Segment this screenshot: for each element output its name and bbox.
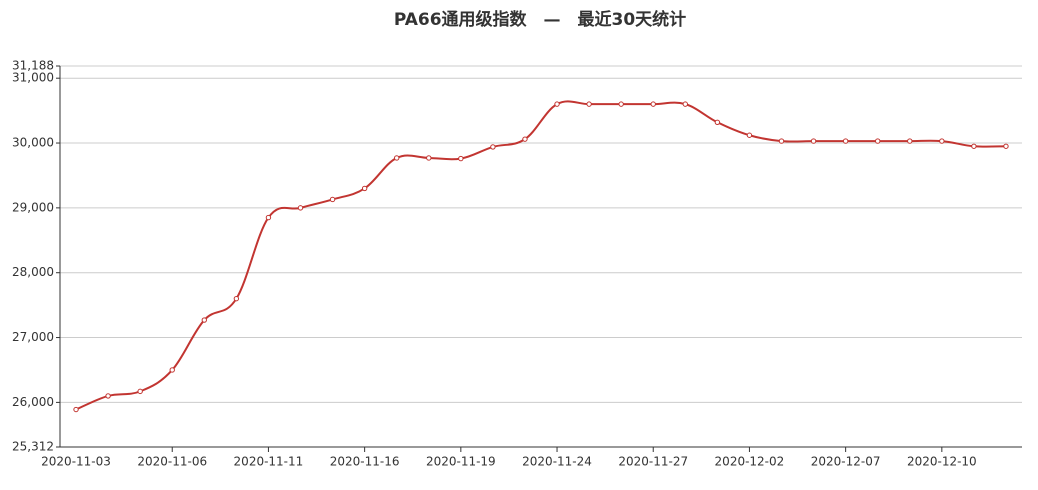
point <box>458 155 464 162</box>
y-tick-label: 28,000 <box>12 265 54 279</box>
point <box>746 132 753 138</box>
x-tick-label: 2020-12-10 <box>907 455 977 469</box>
point <box>361 185 368 192</box>
y-tick-label: 31,188 <box>12 59 54 73</box>
point <box>1003 143 1009 149</box>
x-tick-label: 2020-12-07 <box>811 455 881 469</box>
point <box>650 101 656 107</box>
point <box>682 101 688 107</box>
x-tick-label: 2020-11-27 <box>618 455 688 469</box>
point <box>73 406 79 413</box>
point <box>490 144 496 150</box>
point <box>233 295 240 302</box>
y-tick-label: 29,000 <box>12 200 54 214</box>
point <box>297 205 304 211</box>
y-tick-label: 26,000 <box>12 395 54 409</box>
point <box>201 317 208 323</box>
y-tick-label: 30,000 <box>12 136 54 150</box>
point <box>426 155 432 161</box>
x-tick-label: 2020-11-16 <box>330 455 400 469</box>
point <box>522 136 528 142</box>
line <box>75 100 1006 411</box>
point <box>329 196 336 203</box>
y-tick-label: 27,000 <box>12 330 54 344</box>
point <box>265 214 272 221</box>
x-tick-label: 2020-11-11 <box>234 455 304 469</box>
point <box>394 155 400 161</box>
point <box>939 138 945 144</box>
point <box>714 119 721 125</box>
x-tick-label: 2020-11-19 <box>426 455 496 469</box>
chart-title: PA66通用级指数 — 最近30天统计 <box>394 9 686 30</box>
point <box>554 101 560 107</box>
point <box>618 101 624 107</box>
point <box>586 101 592 107</box>
y-tick-label: 25,312 <box>12 440 54 454</box>
point <box>810 138 817 144</box>
point <box>169 367 175 373</box>
x-tick-label: 2020-11-06 <box>137 455 207 469</box>
point <box>907 138 913 144</box>
point <box>137 388 143 395</box>
y-tick-label: 31,000 <box>12 71 54 85</box>
x-tick-label: 2020-12-02 <box>715 455 785 469</box>
point <box>842 138 849 144</box>
point <box>105 393 111 399</box>
x-tick-label: 2020-11-03 <box>41 455 111 469</box>
x-tick-label: 2020-11-24 <box>522 455 592 469</box>
point <box>778 138 785 144</box>
point <box>971 143 977 149</box>
point <box>875 138 881 144</box>
